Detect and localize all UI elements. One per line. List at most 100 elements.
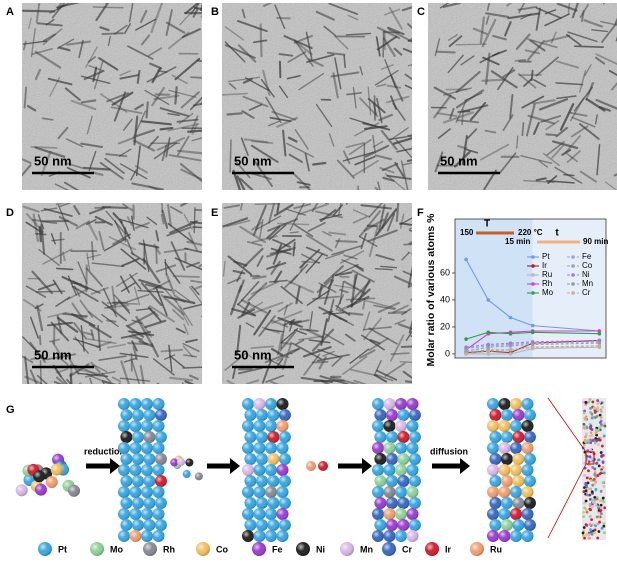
nanowire	[128, 335, 143, 341]
nanowire	[62, 251, 66, 262]
atom-shine	[131, 475, 144, 487]
nanowire	[57, 204, 70, 231]
nanowire-atom	[588, 438, 592, 442]
nanowire-atom	[594, 431, 598, 435]
nanowire-atom	[585, 454, 589, 458]
nanowire	[192, 226, 202, 229]
atom-shine	[152, 464, 165, 476]
nanowire	[276, 203, 281, 214]
nanowire	[277, 302, 293, 313]
nanowire	[50, 321, 70, 342]
atom-shine	[521, 508, 534, 520]
nanowire	[170, 206, 183, 214]
nanowire	[194, 284, 202, 290]
atom-shine	[276, 442, 289, 454]
nanowire	[566, 153, 578, 163]
nanowire	[270, 348, 284, 357]
nanowire	[374, 267, 393, 271]
nanowire-atom	[598, 520, 601, 524]
nanowire	[164, 261, 181, 284]
atom-shine	[397, 519, 410, 531]
nanowire	[184, 247, 202, 254]
nanowire	[22, 355, 34, 364]
atom-shine	[129, 508, 142, 520]
legend-label: Rh	[542, 279, 552, 288]
nanowire	[337, 203, 342, 216]
nanowire	[332, 72, 339, 99]
nanowire	[265, 96, 282, 123]
nanowire	[169, 220, 198, 234]
nanowire-atom	[583, 438, 587, 442]
nanowire	[319, 375, 349, 384]
atom-shine	[374, 519, 387, 531]
nanowire	[144, 89, 170, 106]
series-line	[466, 342, 600, 352]
nanowire	[156, 137, 186, 151]
atom-shine	[120, 453, 133, 465]
nanowire	[137, 289, 164, 293]
nanowire-atom	[593, 531, 597, 535]
nanowire-atom	[602, 524, 606, 528]
nanowire	[22, 9, 56, 13]
nanowire	[372, 134, 376, 154]
atom-shine	[425, 542, 439, 556]
nanowire	[564, 134, 582, 154]
nanowire	[402, 370, 412, 379]
data-point	[486, 330, 491, 335]
data-point	[530, 345, 535, 350]
nanowire-atom	[598, 421, 602, 424]
atom-shine	[15, 484, 28, 497]
nanowire	[55, 376, 66, 384]
nanowire	[268, 224, 287, 241]
nanowire	[115, 272, 138, 288]
nanowire	[342, 150, 351, 165]
nanowire-atom	[593, 495, 597, 499]
nanowire-atom	[589, 530, 593, 534]
nanowire	[131, 340, 138, 352]
nanowire	[335, 294, 345, 311]
nanowire	[55, 296, 71, 307]
nanowire	[181, 382, 184, 384]
nanowire	[110, 106, 143, 115]
nanowire	[142, 258, 161, 284]
atom-shine	[129, 420, 142, 432]
nanowire	[326, 51, 346, 56]
nanowire	[22, 205, 40, 213]
panel-label: F	[417, 207, 424, 219]
nanowire	[38, 248, 60, 266]
nanowire-atom	[593, 482, 597, 486]
nanowire	[135, 18, 157, 31]
nanowire	[384, 59, 397, 89]
nanowire	[78, 39, 84, 59]
nanowire	[265, 328, 285, 333]
atom-shine	[382, 542, 396, 556]
data-point	[508, 331, 513, 336]
nanowire	[321, 230, 332, 237]
nanowire	[106, 92, 129, 103]
nanowire	[226, 379, 236, 384]
nanowire	[241, 8, 246, 19]
nanowire	[320, 379, 331, 384]
nanowire	[289, 263, 309, 284]
nanowire	[289, 203, 305, 231]
nanowire-atom	[603, 424, 607, 428]
nanowire	[36, 22, 63, 27]
nanowire	[542, 152, 560, 167]
nanowire	[150, 343, 159, 358]
nanowire	[368, 224, 379, 258]
atom-shine	[118, 530, 130, 542]
nanowire	[222, 260, 226, 277]
nanowire-atom	[598, 472, 602, 476]
nanowire	[82, 331, 94, 336]
nanowire	[98, 230, 105, 250]
atom-shine	[397, 497, 410, 509]
nanowire-atom	[598, 413, 602, 417]
nanowire	[46, 321, 74, 327]
atom-shine	[374, 453, 387, 465]
atom-shine	[170, 458, 179, 467]
nanowire	[319, 209, 337, 222]
data-point	[597, 344, 602, 348]
nanowire	[555, 82, 584, 86]
nanowire	[104, 157, 125, 174]
nanowire	[239, 203, 244, 211]
